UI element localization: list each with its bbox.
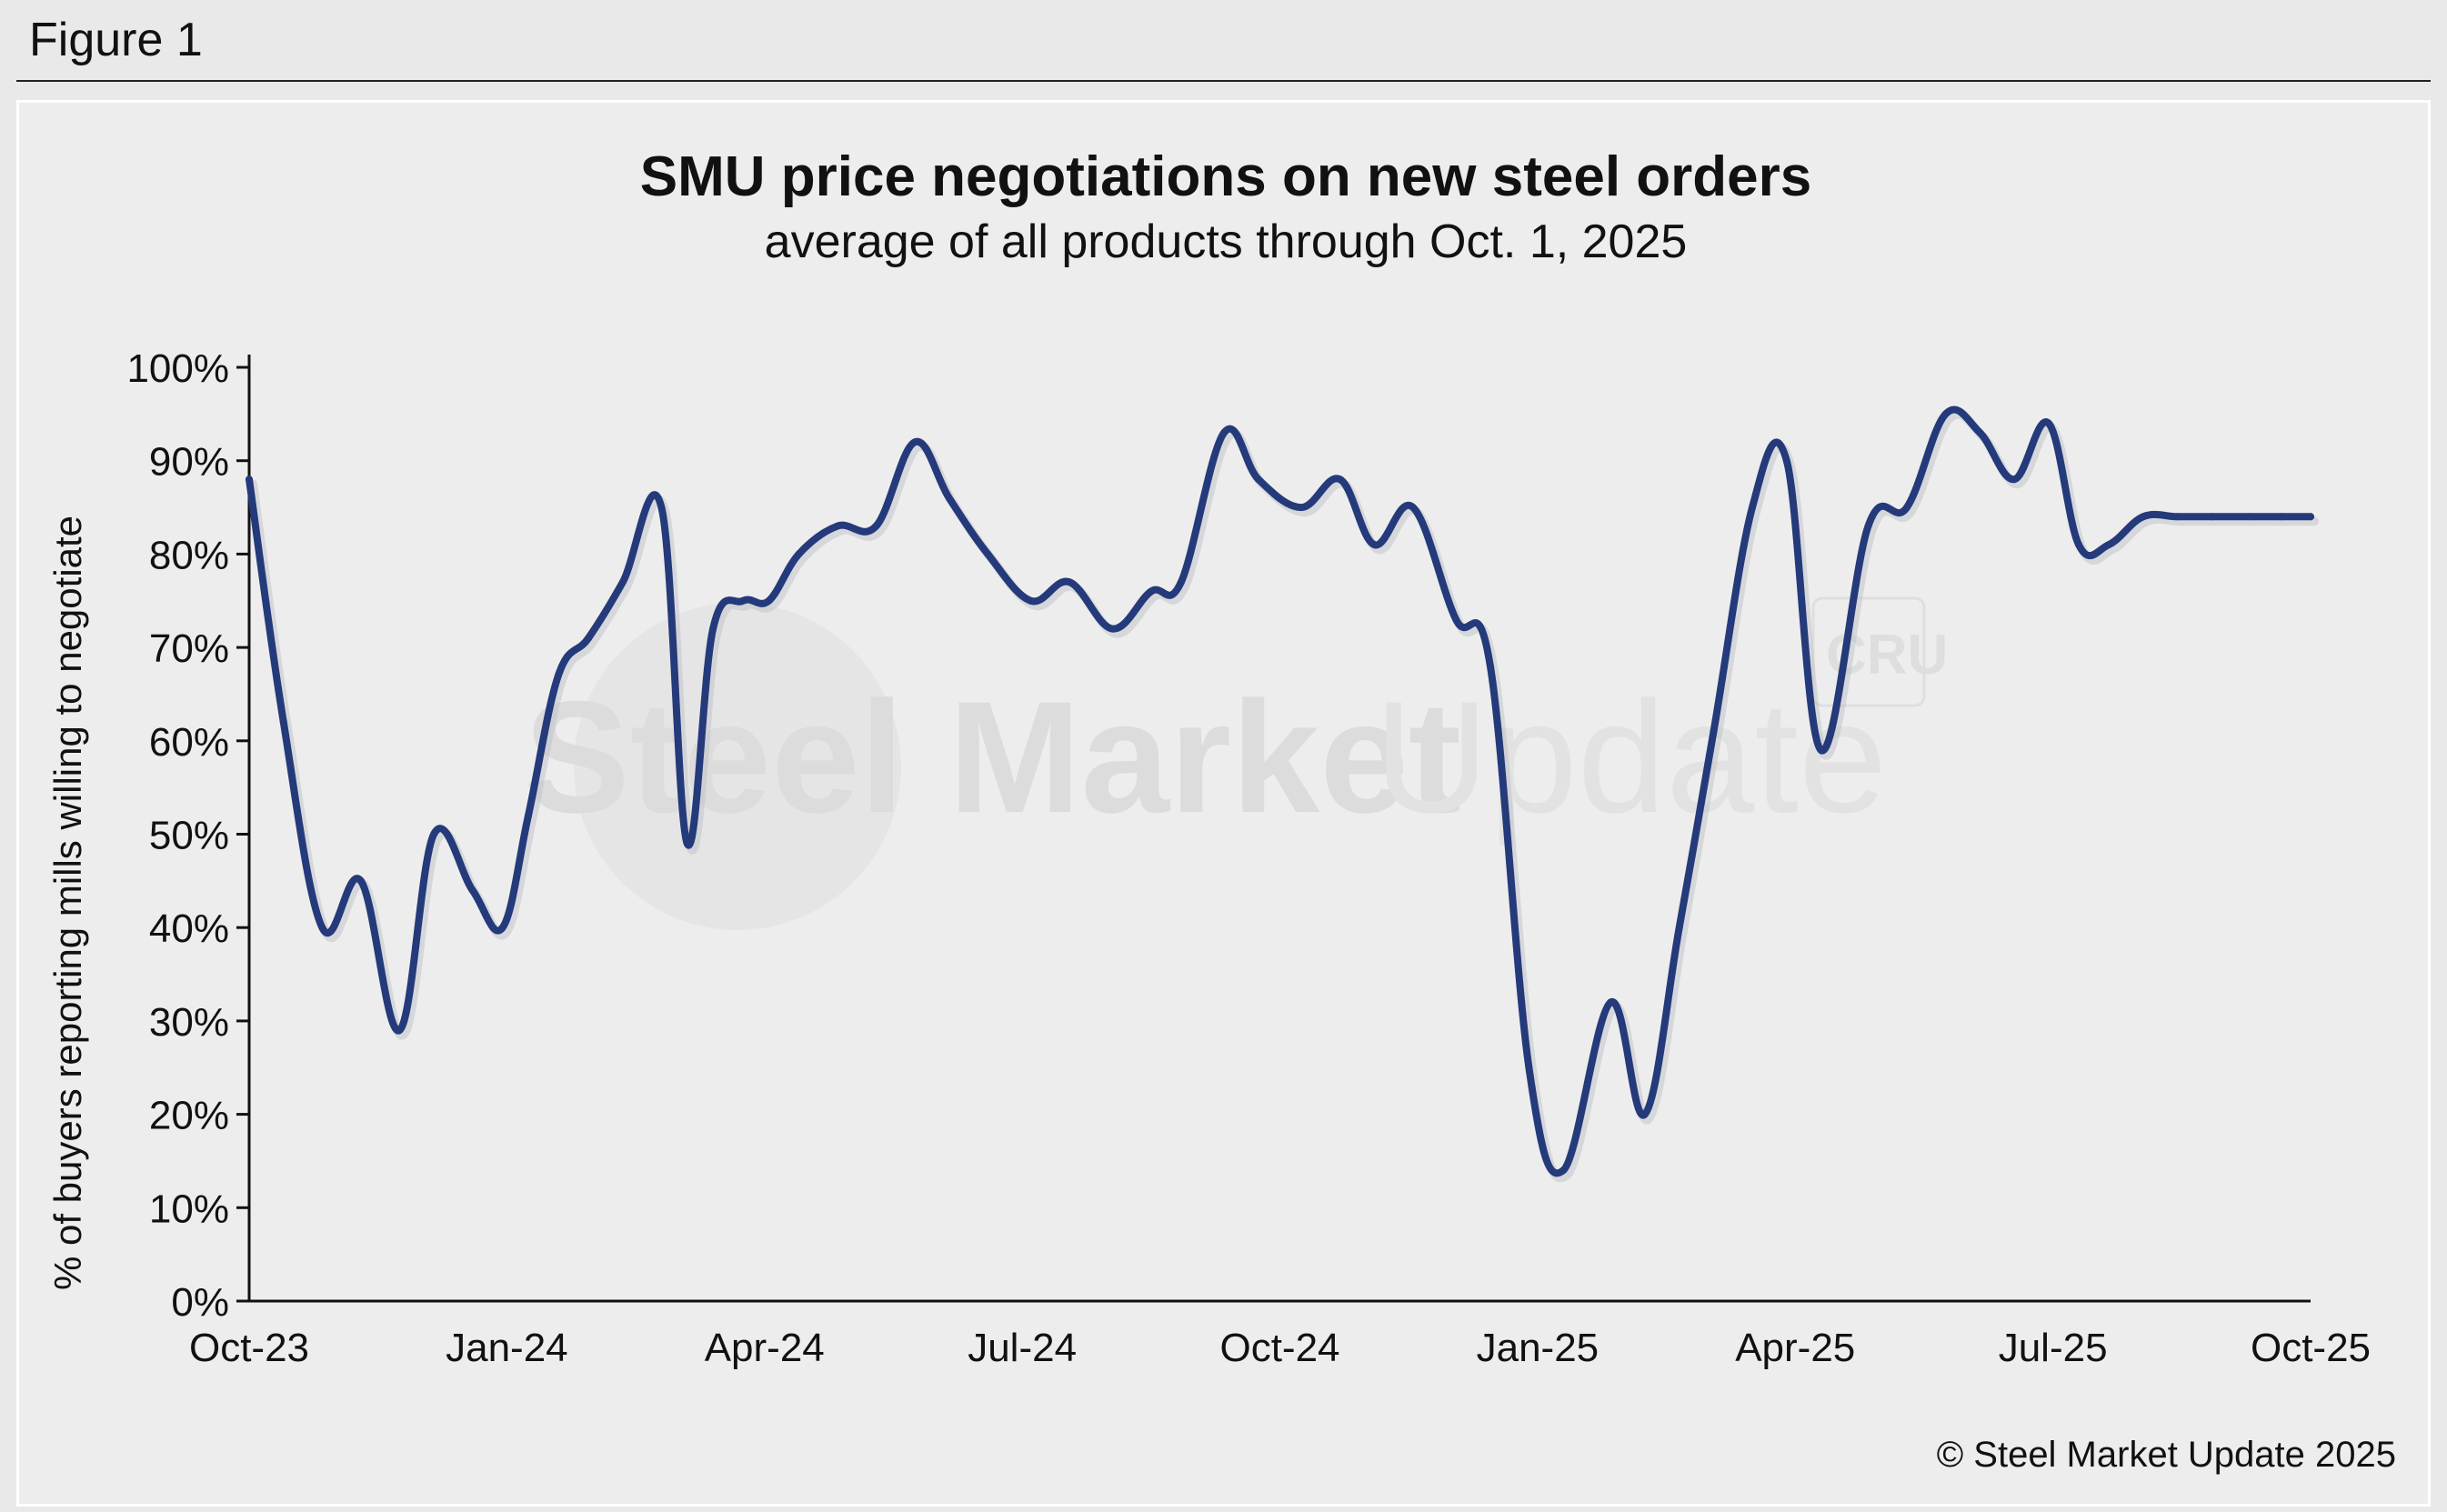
data-point <box>657 504 666 512</box>
watermark-text-light: Update <box>1374 669 1887 846</box>
y-tick-label: 40% <box>149 906 229 951</box>
data-point <box>1782 456 1790 465</box>
y-tick-label: 30% <box>149 1000 229 1045</box>
data-point <box>1976 428 1984 436</box>
data-point <box>1710 727 1718 736</box>
y-tick-label: 0% <box>171 1280 229 1325</box>
data-point <box>2173 513 2181 521</box>
data-point <box>1525 1064 1533 1072</box>
data-point <box>2044 419 2052 427</box>
data-point <box>2307 513 2314 521</box>
y-tick-label: 100% <box>126 346 229 391</box>
x-tick-label: Oct-25 <box>2251 1326 2371 1370</box>
data-point <box>1452 616 1460 624</box>
series-group <box>246 406 2319 1183</box>
data-point <box>1066 578 1074 586</box>
y-tick-label: 70% <box>149 626 229 671</box>
data-point <box>468 886 476 895</box>
data-point <box>765 596 773 605</box>
copyright-text: © Steel Market Update 2025 <box>1937 1435 2396 1475</box>
x-tick-label: Jul-24 <box>968 1326 1077 1370</box>
data-point <box>739 596 747 605</box>
y-axis-label: % of buyers reporting mills willing to n… <box>46 516 89 1290</box>
data-point <box>1254 476 1262 484</box>
y-tick-label: 90% <box>149 440 229 485</box>
data-point <box>2139 513 2147 521</box>
x-tick-label: Jul-25 <box>1999 1326 2108 1370</box>
x-tick-label: Oct-23 <box>189 1326 309 1370</box>
data-point <box>984 550 992 558</box>
data-point <box>1675 924 1683 932</box>
data-point <box>1027 596 1035 605</box>
y-tick-label: 60% <box>149 720 229 765</box>
data-point <box>1177 578 1185 586</box>
data-point <box>1941 410 1950 418</box>
data-point <box>1108 625 1117 633</box>
data-point <box>2011 476 2019 484</box>
data-point <box>1298 504 1306 512</box>
data-point <box>498 924 506 932</box>
data-point <box>1640 1110 1649 1118</box>
data-point <box>555 671 562 679</box>
data-point <box>585 634 593 642</box>
figure-divider <box>16 80 2431 82</box>
data-point <box>246 476 253 484</box>
data-point <box>872 522 880 530</box>
data-point <box>1864 522 1872 530</box>
data-point <box>834 522 841 530</box>
y-tick-label: 20% <box>149 1094 229 1138</box>
y-tick-label: 10% <box>149 1187 229 1231</box>
line-chart: Steel Market Update CRU SMU price negoti… <box>46 145 2396 1475</box>
data-point <box>1147 587 1155 596</box>
data-point <box>1607 998 1615 1006</box>
data-point <box>795 550 803 558</box>
data-point <box>1559 1167 1568 1175</box>
x-tick-label: Jan-24 <box>446 1326 568 1370</box>
data-point <box>1903 504 1910 512</box>
data-point <box>396 1026 404 1035</box>
data-point <box>2208 513 2216 521</box>
data-point <box>2246 513 2254 521</box>
figure-label: Figure 1 <box>29 14 203 66</box>
x-tick-label: Oct-24 <box>1219 1326 1339 1370</box>
data-point <box>618 578 627 586</box>
data-point <box>945 494 953 502</box>
data-point <box>1336 476 1344 484</box>
data-point <box>1486 662 1494 670</box>
data-point <box>911 438 919 446</box>
data-point <box>430 830 438 838</box>
x-axis: Oct-23 Jan-24 Apr-24 Jul-24 Oct-24 Jan-25 Apr-… <box>189 1299 2371 1370</box>
y-axis: 0% 10% 20% 30% 40% 50% 60% 70% 80% 90% 100% <box>126 346 251 1325</box>
y-tick-label: 50% <box>149 814 229 858</box>
x-tick-label: Apr-25 <box>1735 1326 1855 1370</box>
data-point <box>1409 504 1417 512</box>
data-point <box>709 625 717 633</box>
data-point <box>1370 541 1379 549</box>
watermark-swoosh-icon <box>574 603 901 930</box>
data-point <box>2105 541 2112 549</box>
chart-subtitle: average of all products through Oct. 1, … <box>765 215 1688 268</box>
x-tick-label: Apr-24 <box>705 1326 825 1370</box>
data-point <box>1817 746 1825 755</box>
data-point <box>318 924 326 932</box>
data-point <box>279 718 287 726</box>
data-point <box>2075 541 2082 549</box>
data-point <box>1220 428 1229 436</box>
watermark-text-bold: Steel Market <box>524 669 1461 846</box>
x-tick-label: Jan-25 <box>1477 1326 1600 1370</box>
y-tick-label: 80% <box>149 533 229 577</box>
data-point <box>2276 513 2284 521</box>
chart-title: SMU price negotiations on new steel orde… <box>640 145 1811 208</box>
watermark-badge-icon <box>1811 596 1926 707</box>
chart-panel: Steel Market Update CRU SMU price negoti… <box>16 100 2431 1507</box>
data-point <box>683 839 691 847</box>
data-point <box>356 876 365 885</box>
data-point <box>1749 504 1756 512</box>
data-point <box>525 812 532 819</box>
